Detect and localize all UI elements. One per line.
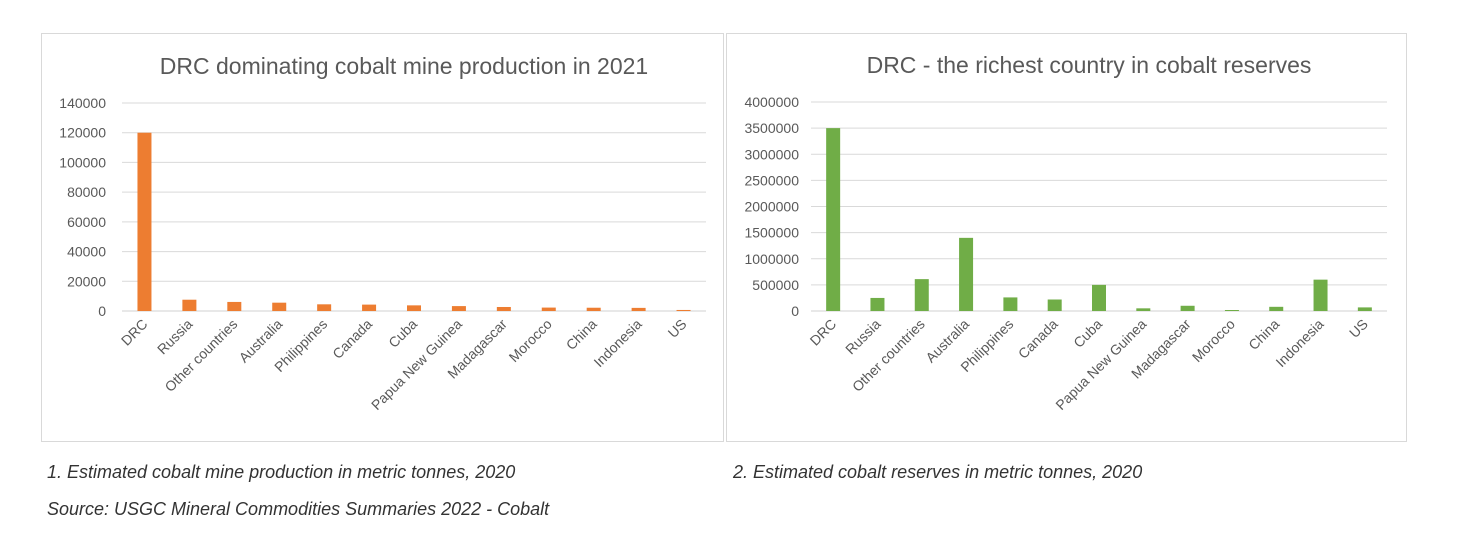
y-tick-label: 0 xyxy=(791,303,799,319)
x-tick-label: Russia xyxy=(842,316,884,358)
production-chart: DRC dominating cobalt mine production in… xyxy=(41,33,724,442)
bar-china xyxy=(586,307,601,311)
bar-cuba xyxy=(407,305,421,311)
bar-drc xyxy=(826,128,841,311)
bar-indonesia xyxy=(1313,279,1328,311)
bar-indonesia xyxy=(631,307,646,311)
y-tick-label: 3000000 xyxy=(744,146,799,162)
bar-other-countries xyxy=(227,301,242,311)
x-tick-label: Morocco xyxy=(506,316,555,365)
bar-papua-new-guinea xyxy=(451,306,466,311)
bar-russia xyxy=(870,297,885,311)
bar-madagascar xyxy=(496,306,511,311)
y-tick-label: 2500000 xyxy=(744,172,799,188)
y-tick-label: 3500000 xyxy=(744,120,799,136)
y-tick-label: 60000 xyxy=(67,214,106,230)
x-tick-label: Indonesia xyxy=(1272,316,1326,370)
y-tick-label: 120000 xyxy=(59,125,106,141)
bar-philippines xyxy=(317,304,332,311)
x-tick-label: Canada xyxy=(329,316,375,362)
y-tick-label: 4000000 xyxy=(744,94,799,110)
chart-title: DRC - the richest country in cobalt rese… xyxy=(867,52,1312,78)
y-tick-label: 1500000 xyxy=(744,225,799,241)
reserves-chart-svg: DRC - the richest country in cobalt rese… xyxy=(744,52,1387,413)
production-chart-caption: 1. Estimated cobalt mine production in m… xyxy=(47,462,516,482)
y-tick-label: 0 xyxy=(98,303,106,319)
bar-canada xyxy=(1047,299,1062,311)
x-tick-label: US xyxy=(1346,316,1371,341)
bar-australia xyxy=(959,237,974,311)
bar-madagascar xyxy=(1180,305,1195,311)
x-tick-label: Indonesia xyxy=(590,316,644,370)
bar-other-countries xyxy=(914,279,929,311)
bar-canada xyxy=(362,304,377,311)
bar-morocco xyxy=(541,307,556,311)
y-tick-label: 1000000 xyxy=(744,251,799,267)
bar-us xyxy=(676,309,691,311)
y-tick-label: 40000 xyxy=(67,244,106,260)
source-caption: Source: USGC Mineral Commodities Summari… xyxy=(47,499,550,519)
x-tick-label: DRC xyxy=(118,316,151,349)
bar-cuba xyxy=(1092,284,1106,311)
bar-papua-new-guinea xyxy=(1136,308,1151,311)
x-tick-label: China xyxy=(563,316,600,353)
bar-us xyxy=(1357,307,1372,311)
reserves-chart-caption: 2. Estimated cobalt reserves in metric t… xyxy=(733,462,1143,482)
x-tick-label: DRC xyxy=(807,316,840,349)
y-tick-label: 500000 xyxy=(752,277,799,293)
reserves-chart: DRC - the richest country in cobalt rese… xyxy=(726,33,1407,442)
bar-philippines xyxy=(1003,297,1018,311)
bar-china xyxy=(1269,306,1284,311)
bar-australia xyxy=(272,302,287,311)
y-tick-label: 80000 xyxy=(67,184,106,200)
bar-russia xyxy=(182,299,197,311)
y-tick-label: 140000 xyxy=(59,95,106,111)
production-chart-svg: DRC dominating cobalt mine production in… xyxy=(59,53,706,413)
x-tick-label: Morocco xyxy=(1189,316,1238,365)
y-tick-label: 2000000 xyxy=(744,199,799,215)
chart-title: DRC dominating cobalt mine production in… xyxy=(160,53,648,79)
bar-morocco xyxy=(1224,310,1239,311)
y-tick-label: 20000 xyxy=(67,273,106,289)
x-tick-label: US xyxy=(665,316,690,341)
bar-drc xyxy=(137,132,152,311)
x-tick-label: Cuba xyxy=(1070,316,1105,351)
x-tick-label: China xyxy=(1245,316,1282,353)
y-tick-label: 100000 xyxy=(59,154,106,170)
x-tick-label: Cuba xyxy=(385,316,420,351)
x-tick-label: Russia xyxy=(154,316,196,358)
x-tick-label: Canada xyxy=(1015,316,1061,362)
